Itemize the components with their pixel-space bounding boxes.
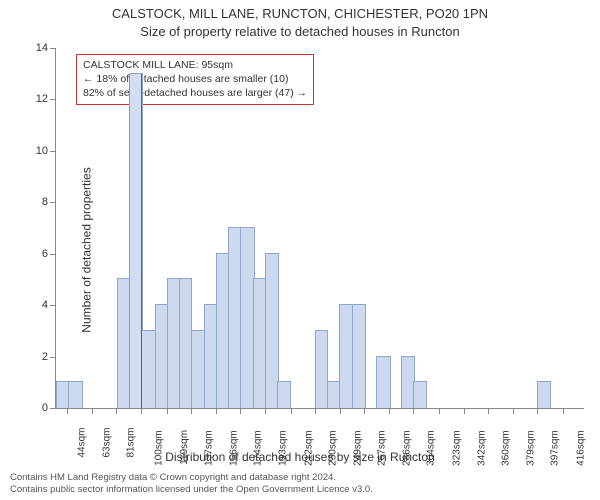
license-line1: Contains HM Land Registry data © Crown c…: [10, 472, 336, 483]
x-tick: [265, 408, 266, 414]
highlight-line: [141, 74, 142, 408]
y-tick-label: 2: [26, 351, 48, 363]
legend-line3: 82% of semi-detached houses are larger (…: [83, 86, 307, 100]
y-tick: [50, 99, 56, 100]
y-tick: [50, 305, 56, 306]
x-tick: [537, 408, 538, 414]
license-line2: Contains public sector information licen…: [10, 484, 373, 495]
x-tick: [413, 408, 414, 414]
y-tick: [50, 254, 56, 255]
x-tick: [340, 408, 341, 414]
y-tick-label: 14: [26, 42, 48, 54]
y-tick-label: 12: [26, 93, 48, 105]
chart-title-line2: Size of property relative to detached ho…: [0, 24, 600, 39]
x-tick: [464, 408, 465, 414]
x-tick: [364, 408, 365, 414]
y-tick-label: 8: [26, 196, 48, 208]
x-tick: [116, 408, 117, 414]
x-tick: [389, 408, 390, 414]
x-tick: [67, 408, 68, 414]
y-tick: [50, 151, 56, 152]
x-tick: [563, 408, 564, 414]
x-tick: [513, 408, 514, 414]
plot-area: CALSTOCK MILL LANE: 95sqm ← 18% of detac…: [55, 48, 584, 409]
x-axis-label: Distribution of detached houses by size …: [0, 450, 600, 464]
y-tick-label: 4: [26, 299, 48, 311]
legend-line2: ← 18% of detached houses are smaller (10…: [83, 72, 307, 86]
y-tick-label: 10: [26, 145, 48, 157]
histogram-bar: [537, 381, 551, 408]
chart-container: { "title_line1": "CALSTOCK, MILL LANE, R…: [0, 0, 600, 500]
x-tick: [191, 408, 192, 414]
x-tick: [439, 408, 440, 414]
histogram-bar: [68, 381, 83, 408]
y-tick: [50, 202, 56, 203]
y-tick-label: 0: [26, 402, 48, 414]
histogram-bar: [376, 356, 391, 408]
x-tick: [291, 408, 292, 414]
y-tick: [50, 48, 56, 49]
x-tick: [488, 408, 489, 414]
legend-box: CALSTOCK MILL LANE: 95sqm ← 18% of detac…: [76, 54, 314, 105]
y-tick: [50, 408, 56, 409]
histogram-bar: [413, 381, 427, 408]
y-tick-label: 6: [26, 248, 48, 260]
x-tick: [167, 408, 168, 414]
histogram-bar: [352, 304, 366, 408]
x-tick: [141, 408, 142, 414]
x-tick: [315, 408, 316, 414]
legend-line1: CALSTOCK MILL LANE: 95sqm: [83, 58, 307, 72]
x-tick: [240, 408, 241, 414]
highlight-bar: [129, 74, 141, 408]
chart-title-line1: CALSTOCK, MILL LANE, RUNCTON, CHICHESTER…: [0, 6, 600, 21]
y-tick: [50, 357, 56, 358]
license-text: Contains HM Land Registry data © Crown c…: [10, 472, 590, 496]
x-tick: [92, 408, 93, 414]
histogram-bar: [277, 381, 291, 408]
x-tick: [216, 408, 217, 414]
